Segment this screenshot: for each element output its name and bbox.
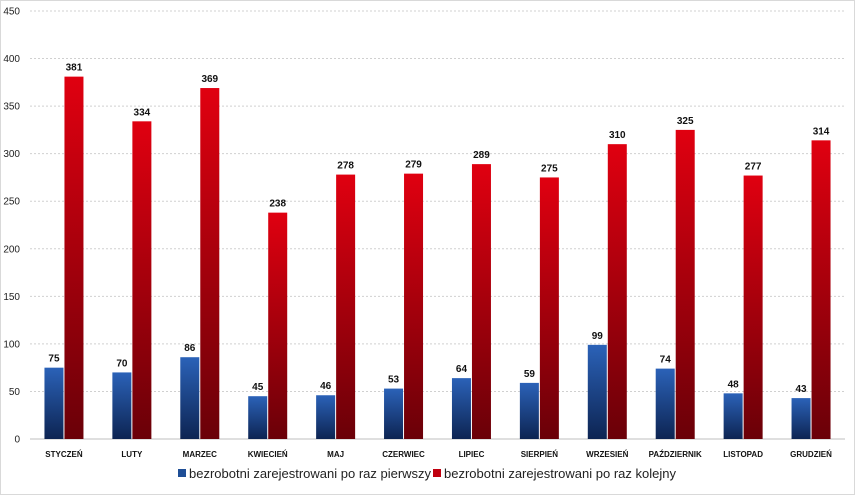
y-tick-label: 400 (3, 54, 20, 65)
x-axis: STYCZEŃ LUTY MARZEC KWIECIEŃ MAJ CZERWIEC LIPI… (45, 450, 832, 459)
data-label: 64 (456, 364, 468, 375)
bar-first-time (587, 344, 607, 439)
y-tick-label: 0 (14, 435, 20, 446)
data-label: 325 (677, 116, 694, 127)
data-label: 75 (48, 354, 60, 365)
data-label: 86 (184, 343, 196, 354)
category-label: LIPIEC (459, 450, 485, 459)
data-label: 381 (66, 63, 83, 74)
data-label: 277 (745, 162, 762, 173)
bar-repeat (607, 144, 627, 439)
bar-repeat (471, 164, 491, 439)
y-tick-label: 150 (3, 292, 20, 303)
bar-repeat (64, 76, 84, 440)
data-label: 334 (134, 107, 151, 118)
category-label: MARZEC (183, 450, 217, 459)
bar-repeat (743, 175, 763, 439)
y-tick-label: 200 (3, 244, 20, 255)
category-label: LUTY (121, 450, 143, 459)
data-label: 310 (609, 130, 626, 141)
category-label: SIERPIEŃ (521, 450, 559, 459)
category-label: STYCZEŃ (45, 450, 83, 459)
bar-repeat (200, 88, 220, 439)
data-label: 70 (116, 358, 128, 369)
bars (44, 76, 831, 440)
bar-repeat (811, 140, 831, 439)
category-label: PAŹDZIERNIK (649, 450, 702, 459)
bar-first-time (384, 388, 404, 439)
y-axis: 0 50 100 150 200 250 300 350 400 450 (3, 7, 845, 446)
data-label: 48 (728, 379, 740, 390)
bar-first-time (44, 367, 64, 439)
bar-repeat (132, 121, 152, 439)
y-tick-label: 100 (3, 339, 20, 350)
y-tick-label: 50 (9, 387, 21, 398)
data-labels: 75 381 70 334 86 369 45 238 46 278 53 279 64 289 59 275… (48, 63, 829, 395)
data-label: 275 (541, 163, 558, 174)
bar-first-time (451, 378, 471, 439)
category-label: MAJ (327, 450, 344, 459)
bar-first-time (316, 395, 336, 439)
legend: bezrobotni zarejestrowani po raz pierwsz… (178, 466, 676, 481)
legend-label: bezrobotni zarejestrowani po raz pierwsz… (189, 466, 432, 481)
category-label: LISTOPAD (723, 450, 763, 459)
category-label: CZERWIEC (382, 450, 425, 459)
legend-swatch (178, 469, 186, 477)
bar-repeat (268, 212, 288, 439)
bar-repeat (336, 174, 356, 439)
data-label: 289 (473, 150, 490, 161)
data-label: 59 (524, 369, 536, 380)
bar-first-time (180, 357, 200, 439)
bar-first-time (723, 393, 743, 439)
bar-first-time (791, 398, 811, 439)
legend-swatch (433, 469, 441, 477)
data-label: 45 (252, 382, 264, 393)
legend-label: bezrobotni zarejestrowani po raz kolejny (444, 466, 676, 481)
data-label: 238 (269, 199, 286, 210)
category-label: KWIECIEŃ (248, 450, 288, 459)
bar-repeat (404, 173, 424, 439)
bar-first-time (248, 396, 268, 439)
data-label: 279 (405, 160, 422, 171)
category-label: WRZESIEŃ (586, 450, 628, 459)
data-label: 46 (320, 381, 332, 392)
data-label: 278 (337, 161, 354, 172)
y-tick-label: 300 (3, 149, 20, 160)
bar-first-time (112, 372, 132, 439)
y-tick-label: 250 (3, 197, 20, 208)
y-tick-label: 350 (3, 102, 20, 113)
data-label: 74 (660, 355, 672, 366)
bar-first-time (655, 368, 675, 439)
data-label: 43 (795, 384, 807, 395)
bar-first-time (519, 382, 539, 439)
category-label: GRUDZIEŃ (790, 450, 832, 459)
bar-repeat (675, 129, 695, 439)
y-tick-label: 450 (3, 7, 20, 18)
data-label: 53 (388, 375, 400, 386)
data-label: 314 (813, 126, 830, 137)
data-label: 99 (592, 331, 604, 342)
data-label: 369 (201, 74, 218, 85)
bar-repeat (539, 177, 559, 439)
